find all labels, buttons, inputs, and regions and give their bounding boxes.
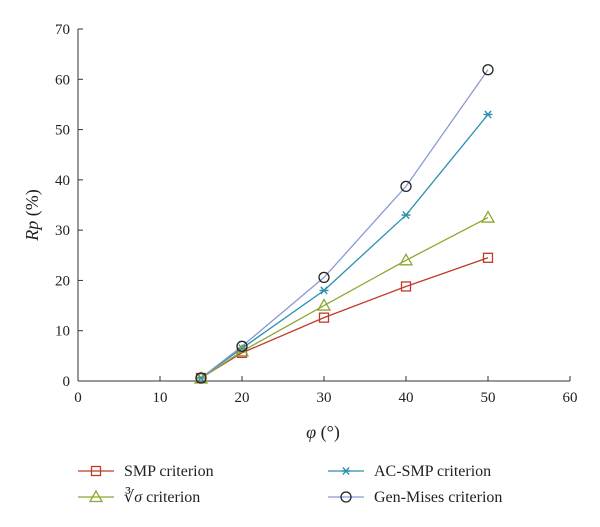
legend-item: SMP criterion	[78, 463, 214, 480]
data-point-series-3	[195, 372, 207, 384]
legend: SMP criterion AC-SMP criterion ∛σ criterio…	[78, 463, 502, 506]
series-line-3	[200, 69, 489, 379]
legend-label: AC-SMP criterion	[374, 463, 491, 480]
data-point-series-1	[319, 286, 329, 295]
y-tick-label: 20	[55, 273, 70, 289]
series-line-1	[200, 114, 489, 379]
data-point-series-3	[236, 340, 248, 352]
x-tick-label: 20	[235, 390, 250, 406]
data-point-series-2	[316, 298, 332, 311]
legend-label: SMP criterion	[124, 463, 214, 480]
legend-marker	[88, 489, 104, 503]
data-point-series-2	[480, 210, 496, 223]
series-markers	[193, 64, 496, 384]
legend-label: Gen-Mises criterion	[374, 489, 502, 506]
x-tick-label: 30	[317, 390, 332, 406]
x-axis-label: φ (°)	[306, 422, 340, 443]
legend-item: ∛σ criterion	[78, 487, 200, 506]
axes: 0 10 20 30 40 50 60 0 10 20 30 40 50 60 70	[55, 22, 578, 406]
x-tick-label: 40	[399, 390, 414, 406]
data-point-series-1	[401, 210, 411, 220]
data-point-series-3	[318, 271, 330, 284]
x-tick-label: 0	[74, 390, 82, 406]
y-tick-label: 10	[55, 324, 70, 340]
legend-label: ∛σ criterion	[124, 487, 200, 506]
x-tick-label: 60	[563, 390, 578, 406]
y-axis-label: Rp (%)	[22, 189, 43, 241]
series-line-2	[200, 216, 489, 380]
x-tick-label: 10	[153, 390, 168, 406]
legend-item: AC-SMP criterion	[328, 463, 491, 480]
legend-marker	[90, 465, 102, 477]
data-point-series-0	[318, 312, 330, 323]
y-tick-label: 60	[55, 72, 70, 88]
data-point-series-0	[400, 281, 412, 292]
data-point-series-1	[483, 110, 493, 119]
legend-item: Gen-Mises criterion	[328, 489, 502, 506]
legend-marker	[340, 491, 352, 503]
y-tick-label: 0	[63, 374, 71, 390]
y-tick-label: 40	[55, 173, 70, 189]
data-point-series-3	[482, 64, 494, 76]
legend-marker	[341, 466, 351, 476]
x-tick-label: 50	[481, 390, 496, 406]
data-point-series-2	[398, 253, 414, 266]
y-tick-label: 30	[55, 223, 70, 239]
series-lines	[200, 69, 489, 380]
data-point-series-3	[400, 180, 412, 193]
y-tick-label: 70	[55, 22, 70, 38]
data-point-series-0	[482, 252, 494, 263]
series-line-0	[200, 257, 489, 379]
y-tick-label: 50	[55, 123, 70, 139]
